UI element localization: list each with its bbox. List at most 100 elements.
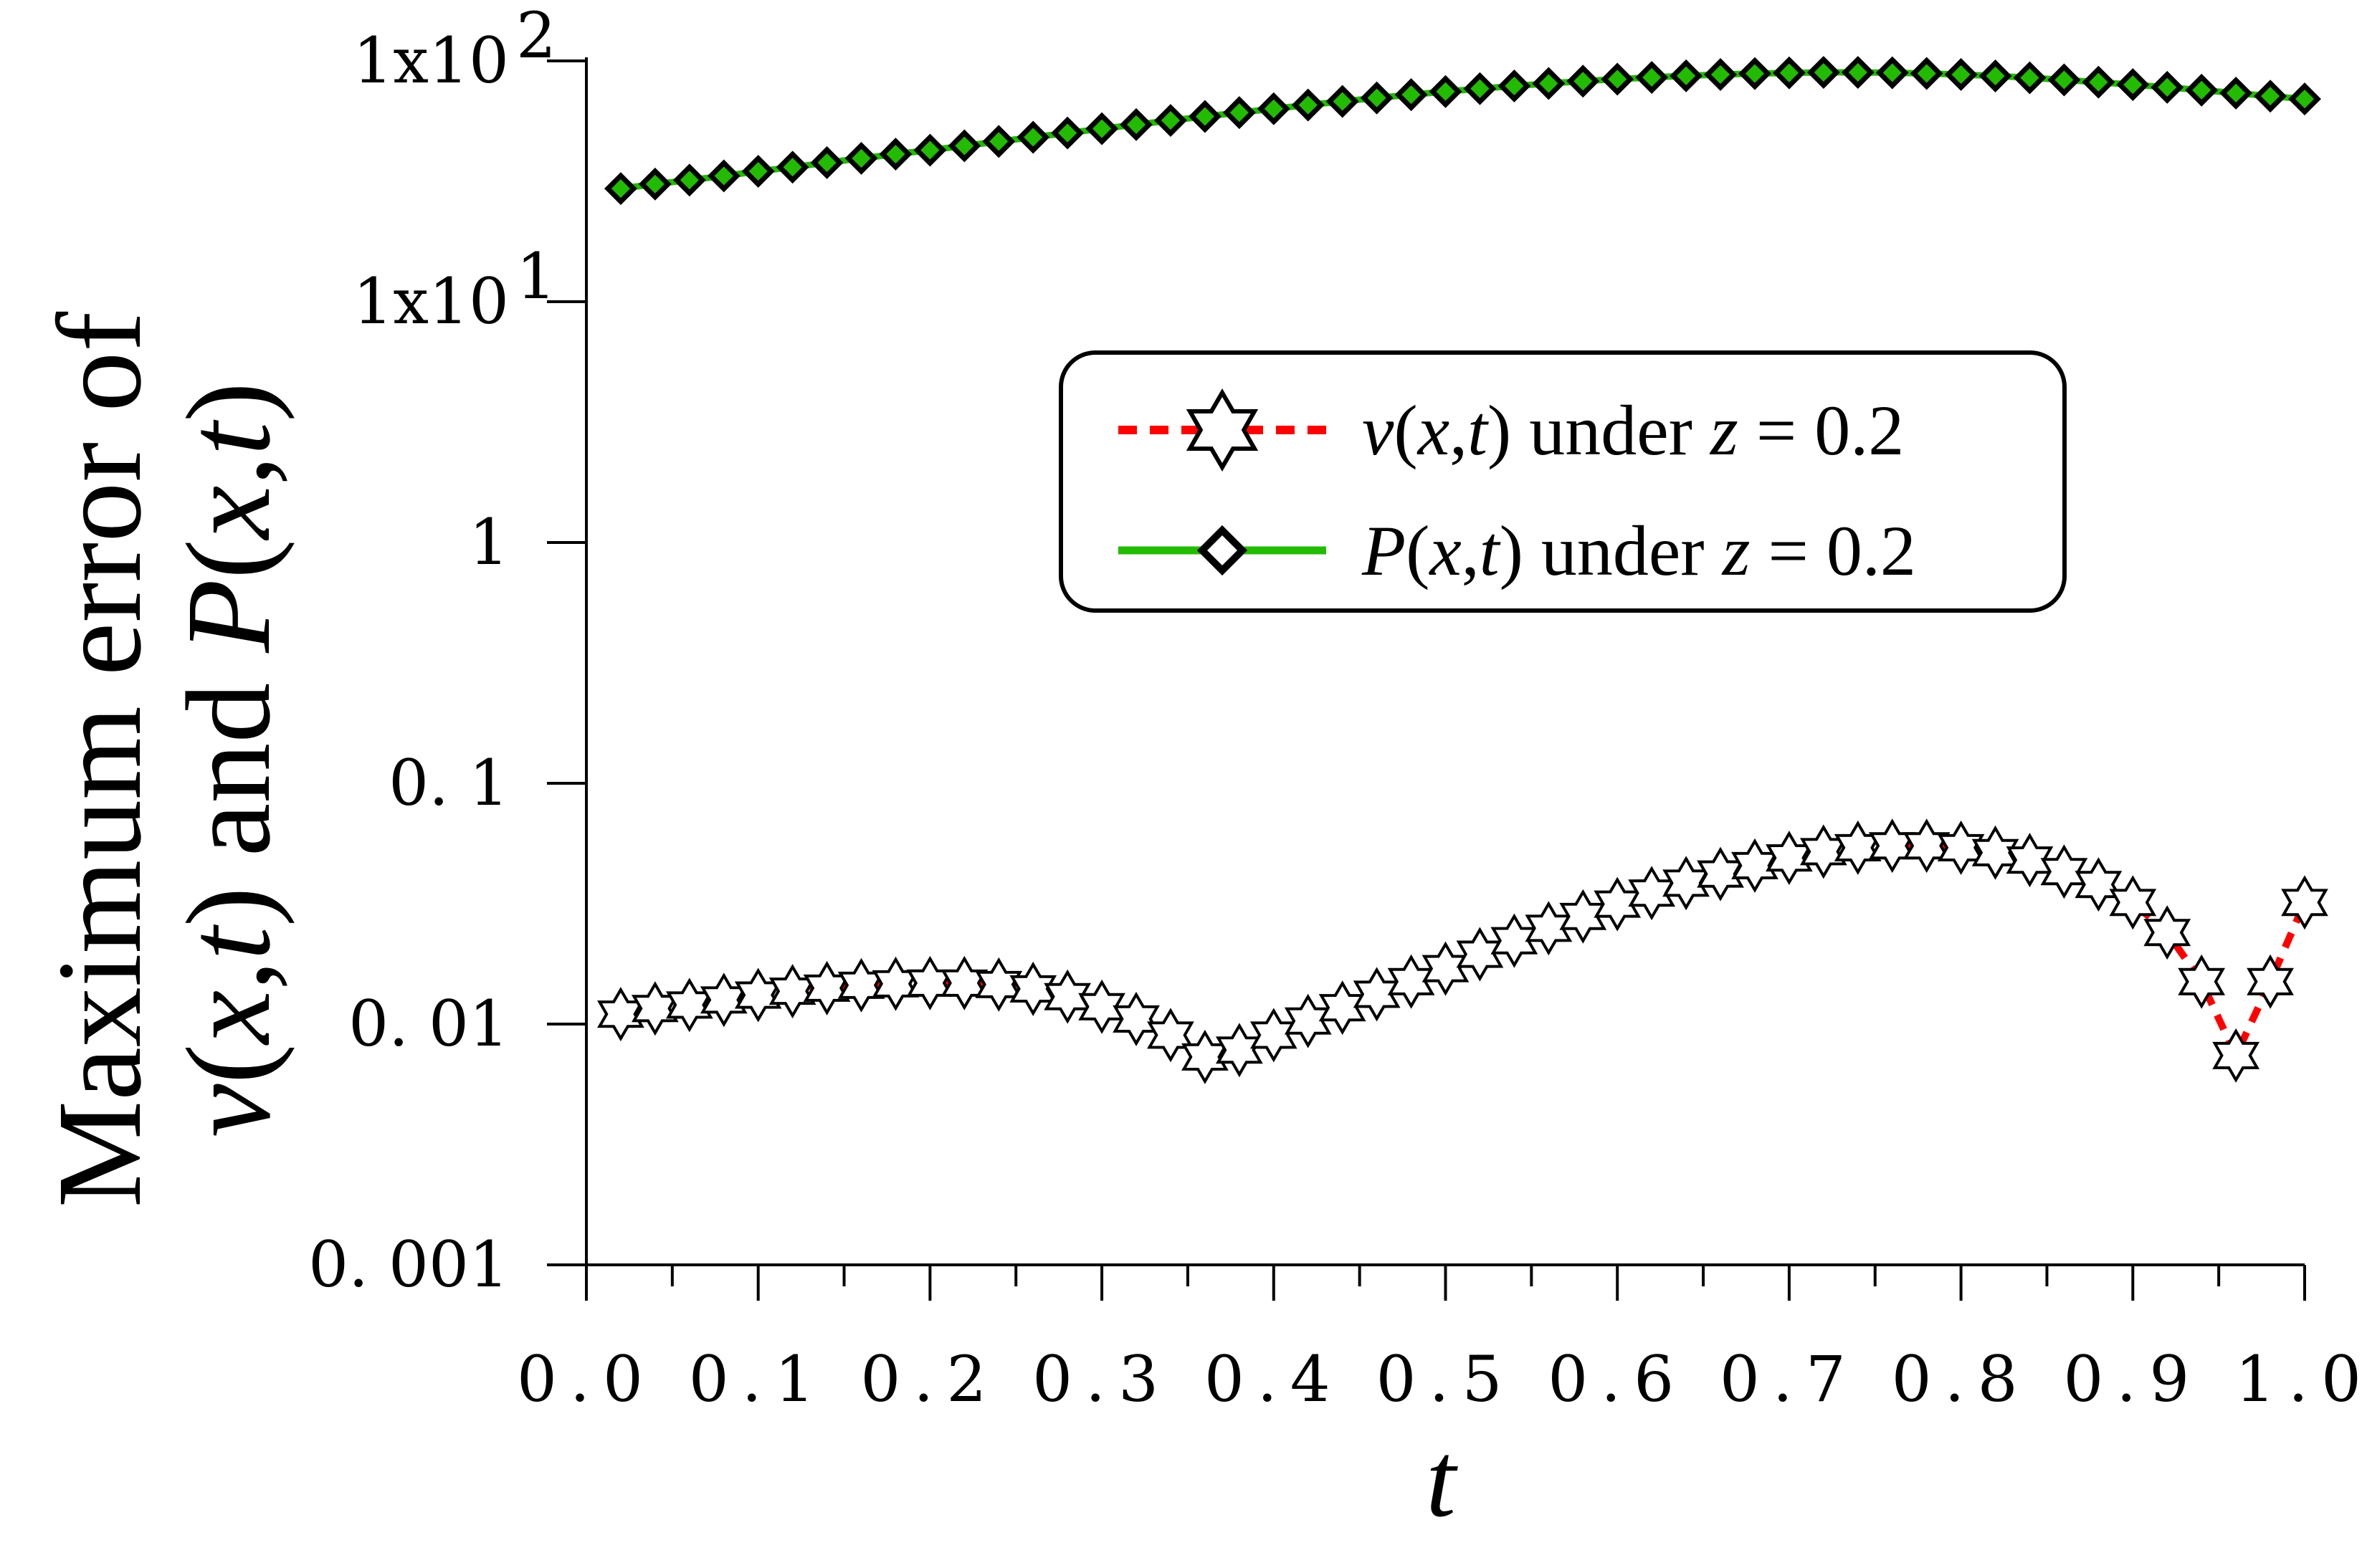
label-part: = 0.2 (1738, 391, 1904, 470)
data-point-diamond (1704, 58, 1737, 91)
label-part: ( (162, 1044, 295, 1084)
data-point-diamond (1429, 75, 1462, 108)
data-point-star (1078, 979, 1125, 1034)
legend-item-0: v(x,t) under z = 0.2 (1118, 388, 1904, 472)
data-point-diamond (2254, 80, 2287, 113)
legend-label: P(x,t) under z = 0.2 (1361, 511, 1916, 591)
x-tick-label: 0.7 (1720, 1342, 1859, 1416)
series-layer (597, 56, 2328, 1084)
data-point-diamond (1841, 56, 1875, 89)
y-axis-label: Maximum error of v(x,t) and P(x,t) (33, 312, 295, 1208)
data-point-diamond (2013, 61, 2047, 95)
data-point-diamond (1257, 92, 1290, 125)
y-tick-label: 1 (469, 505, 509, 579)
legend-item-1: P(x,t) under z = 0.2 (1118, 511, 1916, 591)
data-point-diamond (1154, 104, 1187, 138)
x-tick-label: 0.8 (1892, 1342, 2031, 1416)
data-point-diamond (1497, 70, 1531, 102)
data-point-diamond (1875, 56, 1909, 90)
data-point-star (1249, 1008, 1297, 1063)
data-point-star (2109, 875, 2157, 930)
data-point-diamond (1910, 57, 1943, 90)
label-part: ( (1394, 391, 1417, 470)
data-point-diamond (2047, 63, 2081, 97)
data-point-star (1868, 818, 1916, 874)
label-part: ) under (1487, 391, 1710, 470)
data-point-star (2212, 1028, 2260, 1083)
data-point-diamond (1188, 100, 1222, 133)
data-point-diamond (1325, 85, 1359, 118)
label-part: x (1428, 511, 1461, 591)
y-tick-label: 0. 001 (308, 1228, 509, 1301)
y-tick-label: 0. 01 (348, 987, 509, 1061)
data-point-star (1147, 1008, 1194, 1063)
data-point-diamond (604, 172, 637, 206)
legend: v(x,t) under z = 0.2 P(x,t) under z = 0.2 (1059, 350, 2067, 613)
x-tick-label: 0.9 (2063, 1342, 2202, 1416)
series-line (620, 69, 2305, 192)
label-part: t (1480, 511, 1501, 591)
legend-box (1059, 350, 2067, 613)
data-point-diamond (1670, 59, 1703, 92)
data-point-star (2075, 857, 2123, 912)
label-part: x (162, 486, 295, 542)
data-point-star (1113, 991, 1160, 1046)
label-part: x (162, 990, 295, 1046)
data-point-star (2281, 875, 2328, 930)
legend-label: v(x,t) under z = 0.2 (1362, 391, 1904, 470)
data-point-star (2178, 954, 2226, 1009)
y-tick-label: 1x10 (353, 24, 509, 97)
x-tick-label: 0.6 (1548, 1342, 1687, 1416)
label-part: z (1709, 391, 1738, 470)
label-part: = 0.2 (1751, 511, 1916, 591)
data-point-diamond (2151, 70, 2184, 104)
data-point-diamond (948, 129, 981, 163)
x-tick-label: 0.3 (1032, 1342, 1171, 1416)
data-point-star (872, 956, 920, 1011)
label-part: ( (1406, 511, 1429, 591)
data-point-diamond (1635, 61, 1669, 94)
label-part: t (162, 924, 295, 960)
label-part: t (1467, 391, 1489, 470)
series-0 (597, 818, 2328, 1084)
label-part: P (1361, 511, 1406, 591)
data-point-star (1937, 820, 1985, 875)
x-tick-label: 1.0 (2235, 1342, 2362, 1416)
axes (585, 57, 2305, 1266)
data-point-star (940, 955, 989, 1010)
data-point-diamond (1360, 81, 1394, 115)
label-part: ) under (1500, 511, 1723, 591)
data-point-diamond (1120, 107, 1153, 141)
data-point-star (2040, 844, 2088, 899)
x-tick-label: 0.0 (517, 1342, 656, 1416)
data-point-diamond (982, 125, 1016, 158)
data-point-diamond (1532, 67, 1566, 100)
data-point-star (2247, 954, 2294, 1009)
data-point-diamond (879, 138, 913, 171)
data-point-diamond (810, 146, 844, 179)
data-point-diamond (2082, 65, 2115, 99)
data-point-diamond (1738, 57, 1771, 90)
data-point-star (1009, 961, 1057, 1016)
data-point-diamond (1978, 59, 2012, 92)
data-point-diamond (1566, 64, 1600, 98)
label-part: z (1721, 511, 1751, 591)
data-point-star (975, 957, 1023, 1012)
label-part: , (162, 456, 295, 486)
legend-star-marker (1186, 388, 1259, 472)
data-point-star (1044, 969, 1092, 1024)
label-part: ) and (162, 653, 295, 927)
label-part: ( (162, 539, 295, 579)
data-point-diamond (2116, 68, 2150, 102)
data-point-diamond (672, 163, 706, 197)
data-point-diamond (741, 155, 775, 188)
y-axis-label-line1: Maximum error of (33, 312, 166, 1208)
label-part: x (1416, 391, 1449, 470)
y-tick-label: 0. 1 (389, 746, 509, 820)
data-point-diamond (913, 133, 947, 167)
data-point-diamond (1051, 116, 1085, 150)
data-point-star (906, 955, 954, 1010)
data-point-star (1971, 825, 2019, 880)
data-point-diamond (707, 159, 740, 193)
